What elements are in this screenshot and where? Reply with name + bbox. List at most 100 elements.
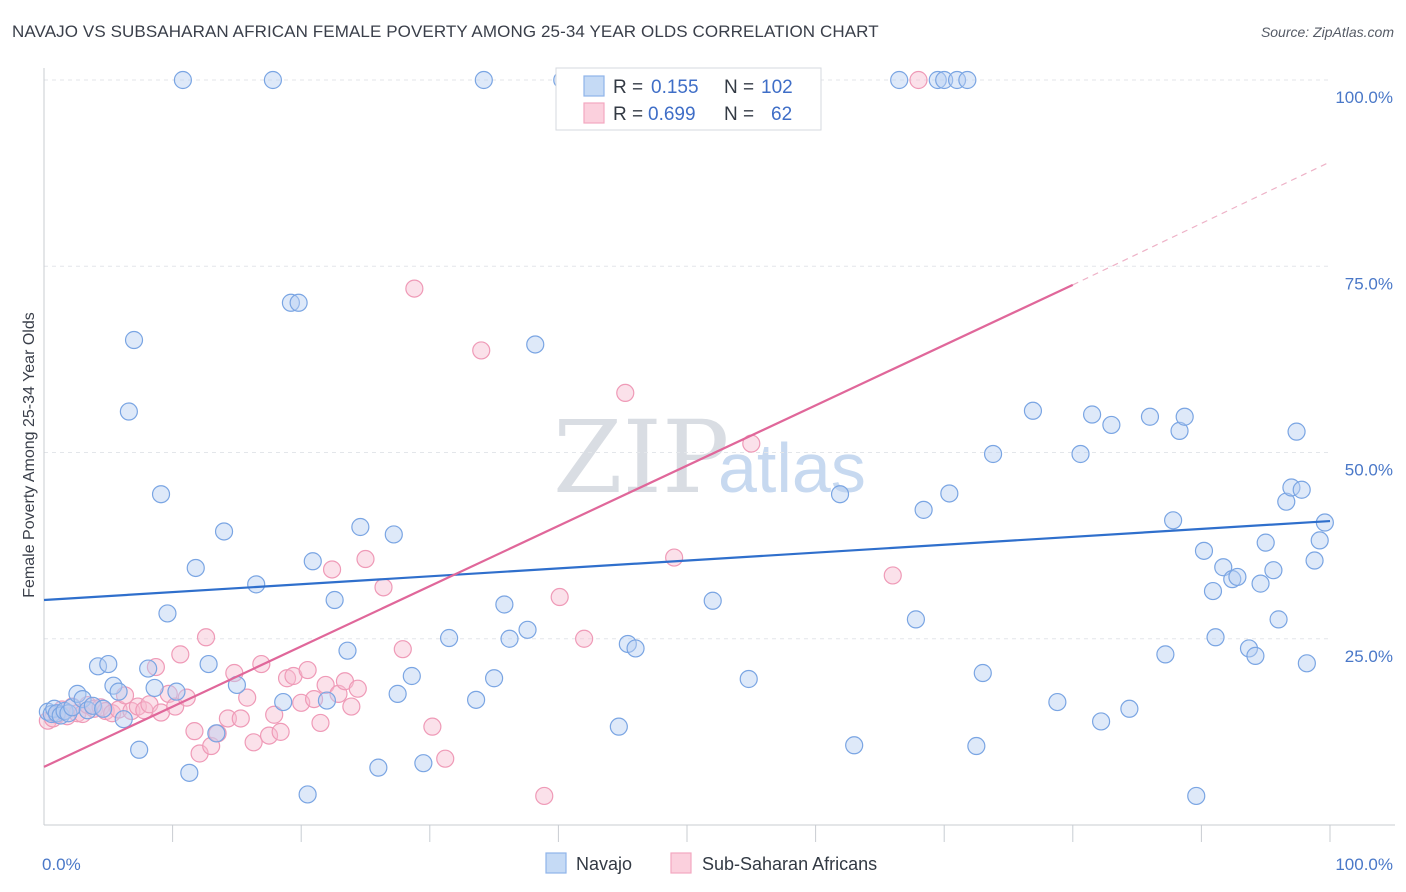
navajo-point-48 (414, 754, 433, 773)
navajo-point-14 (99, 654, 118, 674)
sub-saharan-trend-extension (1072, 161, 1331, 286)
navajo-point-93 (1194, 541, 1214, 560)
trend-lines (43, 161, 1331, 768)
legend-r-label-sub-saharan: R = (613, 104, 643, 125)
legend-n-value-navajo: 102 (761, 77, 793, 98)
chart-title: NAVAJO VS SUBSAHARAN AFRICAN FEMALE POVE… (12, 22, 879, 41)
navajo-point-104 (1269, 610, 1288, 629)
navajo-point-56 (526, 335, 545, 354)
navajo-point-99 (1239, 639, 1259, 658)
legend-n-label-sub-saharan: N = (724, 104, 754, 125)
navajo-point-35 (274, 692, 293, 712)
navajo-point-17 (114, 710, 133, 729)
sub-saharan-point-42 (298, 660, 317, 680)
sub-saharan-point-32 (231, 709, 250, 728)
y-tick-label-50: 50.0% (1345, 461, 1393, 480)
legend-r-value-sub-saharan: 0.699 (648, 104, 696, 125)
navajo-point-95 (1206, 628, 1225, 647)
navajo-point-23 (151, 485, 171, 504)
legend-r-label-navajo: R = (613, 77, 643, 98)
y-tick-label-100: 100.0% (1335, 88, 1393, 107)
navajo-point-61 (626, 639, 645, 658)
x-tick-label-0: 0.0% (42, 855, 81, 874)
sub-saharan-point-61 (616, 383, 635, 402)
navajo-point-29 (199, 654, 218, 674)
correlation-legend: R = 0.155 N = 102 R = 0.699 N = 62 (555, 67, 822, 131)
navajo-point-64 (739, 669, 758, 689)
navajo-point-85 (1102, 415, 1121, 435)
navajo-point-77 (967, 736, 986, 756)
sub-saharan-point-59 (550, 587, 569, 607)
navajo-point-34 (263, 70, 283, 90)
y-tick-label-75: 75.0% (1345, 274, 1393, 293)
navajo-point-82 (1071, 444, 1090, 464)
navajo-point-110 (1305, 551, 1324, 570)
navajo-point-78 (973, 663, 992, 683)
navajo-point-43 (351, 517, 370, 537)
navajo-point-51 (474, 70, 493, 90)
navajo-point-9 (73, 689, 92, 709)
sub-saharan-point-64 (883, 566, 902, 585)
navajo-point-42 (338, 641, 357, 660)
navajo-point-15 (104, 676, 123, 695)
legend-swatch-sub-saharan (583, 102, 605, 124)
navajo-point-37 (289, 293, 308, 312)
navajo-point-18 (119, 402, 138, 421)
sub-saharan-point-55 (423, 717, 442, 736)
source-credit: Source: ZipAtlas.com (1260, 24, 1394, 40)
sub-saharan-point-44 (311, 713, 330, 733)
sub-saharan-point-38 (271, 722, 290, 741)
sub-saharan-point-49 (342, 697, 361, 716)
navajo-point-25 (167, 682, 186, 701)
sub-saharan-point-36 (259, 726, 279, 745)
x-tick-label-100: 100.0% (1335, 855, 1393, 874)
bottom-legend-swatch-sub-saharan (670, 852, 692, 874)
bottom-legend-label-sub-saharan: Sub-Saharan Africans (702, 854, 877, 874)
series-legend: Navajo Sub-Saharan Africans (545, 852, 877, 874)
watermark-zip: ZIP (553, 399, 729, 516)
legend-swatch-navajo (583, 75, 605, 97)
navajo-point-59 (609, 717, 628, 736)
navajo-point-79 (983, 444, 1003, 464)
navajo-point-109 (1297, 654, 1316, 673)
navajo-point-92 (1187, 786, 1206, 806)
navajo-point-107 (1287, 422, 1306, 441)
navajo-point-100 (1246, 646, 1265, 665)
sub-saharan-point-30 (218, 709, 237, 728)
navajo-point-94 (1203, 581, 1223, 601)
navajo-point-55 (518, 620, 537, 639)
sub-saharan-point-53 (393, 640, 412, 659)
navajo-point-102 (1256, 533, 1275, 552)
navajo-point-63 (703, 591, 722, 610)
navajo-point-22 (145, 678, 164, 698)
navajo-point-80 (1023, 401, 1043, 420)
navajo-point-21 (139, 659, 158, 678)
navajo-point-8 (68, 684, 87, 703)
navajo-point-31 (214, 522, 234, 541)
navajo-point-70 (906, 610, 926, 629)
navajo-point-26 (173, 70, 192, 90)
tick-labels: 25.0% 50.0% 75.0% 100.0% 0.0% 100.0% (42, 88, 1393, 874)
navajo-point-54 (500, 629, 519, 648)
sub-saharan-point-56 (436, 749, 455, 768)
navajo-point-81 (1048, 692, 1067, 712)
navajo-point-67 (830, 485, 850, 504)
bottom-legend-label-navajo: Navajo (576, 854, 632, 874)
sub-saharan-point-33 (238, 688, 257, 707)
navajo-point-41 (325, 590, 344, 610)
navajo-point-91 (1175, 407, 1194, 426)
navajo-point-87 (1140, 407, 1160, 426)
sub-saharan-point-23 (171, 645, 190, 664)
navajo-point-49 (439, 628, 459, 648)
navajo-point-98 (1228, 567, 1247, 587)
legend-n-value-sub-saharan: 62 (771, 104, 792, 125)
navajo-point-71 (914, 500, 933, 519)
sub-saharan-point-57 (472, 341, 491, 360)
navajo-point-38 (298, 785, 317, 804)
navajo-point-19 (124, 330, 144, 350)
navajo-point-105 (1277, 492, 1296, 511)
navajo-point-83 (1082, 405, 1102, 424)
navajo-point-50 (466, 690, 486, 709)
navajo-point-30 (207, 724, 226, 743)
navajo-point-20 (130, 740, 149, 759)
